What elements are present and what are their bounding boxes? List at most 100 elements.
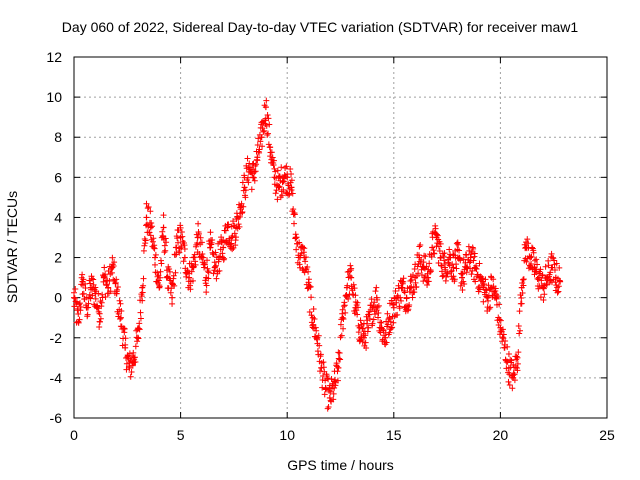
data-point-fill xyxy=(137,309,144,316)
data-point-fill xyxy=(213,275,220,282)
data-point-fill xyxy=(357,337,364,344)
data-point-fill xyxy=(172,269,179,276)
data-point-fill xyxy=(194,239,201,246)
data-point-fill xyxy=(547,269,554,276)
data-point-fill xyxy=(171,282,178,289)
data-point-fill xyxy=(409,294,416,301)
data-point-fill xyxy=(425,278,432,285)
data-point-fill xyxy=(82,284,89,291)
data-point-fill xyxy=(118,307,125,314)
data-point xyxy=(365,324,372,331)
data-point-fill xyxy=(505,351,512,358)
data-point-fill xyxy=(240,203,247,210)
data-point-fill xyxy=(230,218,237,225)
data-point xyxy=(275,184,282,191)
data-point-fill xyxy=(341,302,348,309)
data-point-fill xyxy=(432,225,439,232)
data-point-fill xyxy=(310,321,317,328)
data-point xyxy=(75,318,82,325)
data-point-fill xyxy=(147,232,154,239)
data-point-fill xyxy=(515,323,522,330)
data-point-fill xyxy=(372,311,379,318)
plot-frame xyxy=(73,56,608,419)
data-point-fill xyxy=(253,161,260,168)
data-point-fill xyxy=(252,168,259,175)
data-point-fill xyxy=(102,293,109,300)
data-point-fill xyxy=(497,317,504,324)
data-point xyxy=(215,254,222,261)
data-point-fill xyxy=(85,300,92,307)
data-point-fill xyxy=(248,186,255,193)
data-point-fill xyxy=(368,296,375,303)
data-point-fill xyxy=(90,276,97,283)
x-axis-label: GPS time / hours xyxy=(287,457,394,473)
data-point-fill xyxy=(276,183,283,190)
data-point-fill xyxy=(166,266,173,273)
data-point xyxy=(164,274,171,281)
data-point-fill xyxy=(441,257,448,264)
data-point xyxy=(160,224,167,231)
data-point-fill xyxy=(317,351,324,358)
data-point-fill xyxy=(305,268,312,275)
data-point-fill xyxy=(398,297,405,304)
data-point-fill xyxy=(102,271,109,278)
data-point xyxy=(224,224,231,231)
data-point xyxy=(100,274,107,281)
data-point-fill xyxy=(271,165,278,172)
data-point xyxy=(390,304,397,311)
data-point-fill xyxy=(512,364,519,371)
data-point-fill xyxy=(308,294,315,301)
data-point-fill xyxy=(446,246,453,253)
data-point-fill xyxy=(438,262,445,269)
data-point-fill xyxy=(485,282,492,289)
data-point-fill xyxy=(141,242,148,249)
data-point xyxy=(429,244,436,251)
data-point-fill xyxy=(150,235,157,242)
data-point xyxy=(544,274,551,281)
data-point-fill xyxy=(239,179,246,186)
data-point-fill xyxy=(483,293,490,300)
data-point-fill xyxy=(212,249,219,256)
data-point-fill xyxy=(481,281,488,288)
data-point-fill xyxy=(537,294,544,301)
data-point-fill xyxy=(287,166,294,173)
data-point xyxy=(518,284,525,291)
data-point xyxy=(241,184,248,191)
data-point-fill xyxy=(366,315,373,322)
data-point-fill xyxy=(145,203,152,210)
data-point-fill xyxy=(499,334,506,341)
data-point-fill xyxy=(391,313,398,320)
data-point-fill xyxy=(94,305,101,312)
data-point-fill xyxy=(392,287,399,294)
data-point xyxy=(493,294,500,301)
data-point xyxy=(220,244,227,251)
data-point-fill xyxy=(534,261,541,268)
data-point xyxy=(548,264,555,271)
data-point-fill xyxy=(514,360,521,367)
data-point xyxy=(271,174,278,181)
data-point-fill xyxy=(422,253,429,260)
data-point-fill xyxy=(301,245,308,252)
data-point xyxy=(360,334,367,341)
data-point-fill xyxy=(388,324,395,331)
y-tick-label: 6 xyxy=(54,169,62,185)
data-point-fill xyxy=(218,234,225,241)
data-point-fill xyxy=(348,265,355,272)
data-point-fill xyxy=(160,212,167,219)
data-point-fill xyxy=(553,260,560,267)
data-point-fill xyxy=(516,330,523,337)
data-point-fill xyxy=(264,131,271,138)
data-point xyxy=(446,254,453,261)
data-point-fill xyxy=(203,289,210,296)
data-point-fill xyxy=(205,269,212,276)
data-point-fill xyxy=(428,253,435,260)
data-point-fill xyxy=(358,321,365,328)
data-point-fill xyxy=(98,299,105,306)
data-point xyxy=(173,244,180,251)
data-point-fill xyxy=(540,296,547,303)
data-point-fill xyxy=(350,281,357,288)
data-point-fill xyxy=(144,205,151,212)
data-point-fill xyxy=(302,258,309,265)
data-point-fill xyxy=(423,263,430,270)
data-point-fill xyxy=(364,317,371,324)
